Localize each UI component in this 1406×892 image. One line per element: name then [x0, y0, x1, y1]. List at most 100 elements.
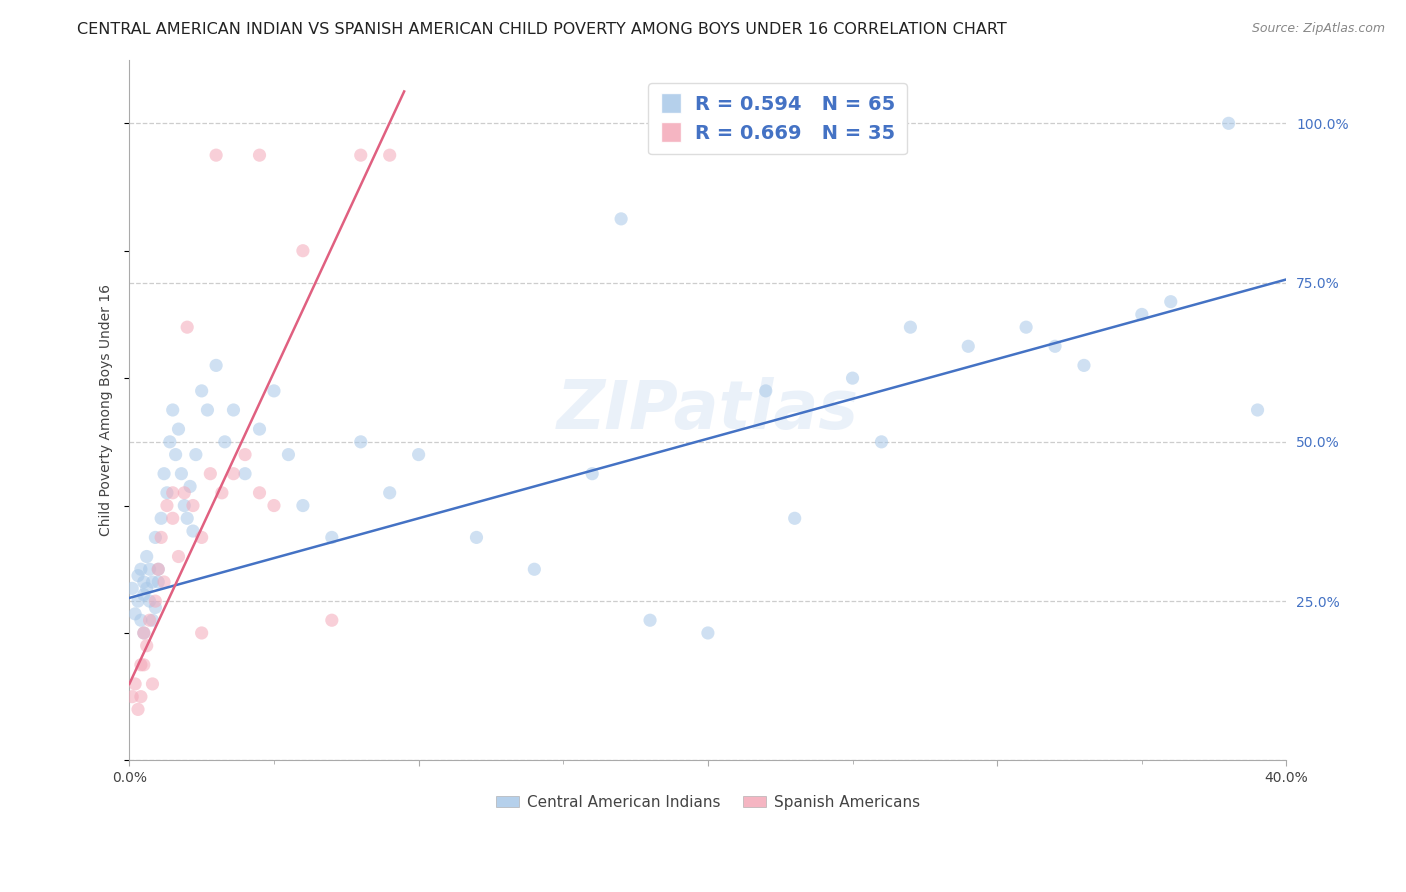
Point [408, 448, 430, 462]
Point [197, 403, 219, 417]
Point [277, 448, 299, 462]
Point [211, 485, 233, 500]
Legend: Central American Indians, Spanish Americans: Central American Indians, Spanish Americ… [489, 789, 925, 816]
Point [124, 607, 146, 621]
Point [127, 594, 149, 608]
Point [233, 448, 256, 462]
Point [141, 574, 163, 589]
Y-axis label: Child Poverty Among Boys Under 16: Child Poverty Among Boys Under 16 [100, 284, 114, 536]
Point [1218, 116, 1240, 130]
Point [222, 403, 245, 417]
Point [141, 677, 163, 691]
Point [233, 467, 256, 481]
Point [378, 485, 401, 500]
Text: Source: ZipAtlas.com: Source: ZipAtlas.com [1251, 22, 1385, 36]
Point [1246, 403, 1268, 417]
Point [129, 657, 152, 672]
Point [1015, 320, 1038, 334]
Point [263, 499, 285, 513]
Point [321, 613, 343, 627]
Point [1160, 294, 1182, 309]
Point [145, 594, 167, 608]
Point [870, 434, 893, 449]
Point [127, 702, 149, 716]
Point [121, 690, 143, 704]
Point [179, 479, 201, 493]
Point [783, 511, 806, 525]
Point [378, 148, 401, 162]
Point [153, 574, 176, 589]
Point [1043, 339, 1066, 353]
Point [900, 320, 922, 334]
Point [1073, 359, 1095, 373]
Point [205, 148, 228, 162]
Text: ZIPatlas: ZIPatlas [557, 377, 859, 443]
Point [957, 339, 980, 353]
Point [173, 499, 195, 513]
Point [162, 511, 184, 525]
Point [696, 626, 718, 640]
Point [465, 530, 488, 544]
Point [581, 467, 603, 481]
Point [162, 485, 184, 500]
Point [150, 511, 173, 525]
Point [167, 422, 190, 436]
Point [350, 148, 373, 162]
Point [156, 485, 179, 500]
Point [190, 626, 212, 640]
Point [148, 574, 170, 589]
Point [610, 211, 633, 226]
Point [138, 594, 160, 608]
Point [148, 562, 170, 576]
Point [176, 320, 198, 334]
Point [249, 422, 271, 436]
Point [165, 448, 187, 462]
Point [205, 359, 228, 373]
Text: CENTRAL AMERICAN INDIAN VS SPANISH AMERICAN CHILD POVERTY AMONG BOYS UNDER 16 CO: CENTRAL AMERICAN INDIAN VS SPANISH AMERI… [77, 22, 1007, 37]
Point [1130, 308, 1153, 322]
Point [181, 524, 204, 538]
Point [249, 485, 271, 500]
Point [132, 588, 155, 602]
Point [176, 511, 198, 525]
Point [184, 448, 207, 462]
Point [167, 549, 190, 564]
Point [132, 626, 155, 640]
Point [132, 626, 155, 640]
Point [755, 384, 778, 398]
Point [138, 613, 160, 627]
Point [181, 499, 204, 513]
Point [145, 600, 167, 615]
Point [291, 244, 314, 258]
Point [263, 384, 285, 398]
Point [129, 690, 152, 704]
Point [129, 613, 152, 627]
Point [350, 434, 373, 449]
Point [321, 530, 343, 544]
Point [159, 434, 181, 449]
Point [124, 677, 146, 691]
Point [638, 613, 661, 627]
Point [190, 384, 212, 398]
Point [156, 499, 179, 513]
Point [173, 485, 195, 500]
Point [150, 530, 173, 544]
Point [214, 434, 236, 449]
Point [153, 467, 176, 481]
Point [132, 574, 155, 589]
Point [145, 530, 167, 544]
Point [190, 530, 212, 544]
Point [170, 467, 193, 481]
Point [162, 403, 184, 417]
Point [141, 613, 163, 627]
Point [138, 562, 160, 576]
Point [222, 467, 245, 481]
Point [291, 499, 314, 513]
Point [132, 657, 155, 672]
Point [121, 582, 143, 596]
Point [841, 371, 863, 385]
Point [249, 148, 271, 162]
Point [200, 467, 222, 481]
Point [135, 639, 157, 653]
Point [135, 582, 157, 596]
